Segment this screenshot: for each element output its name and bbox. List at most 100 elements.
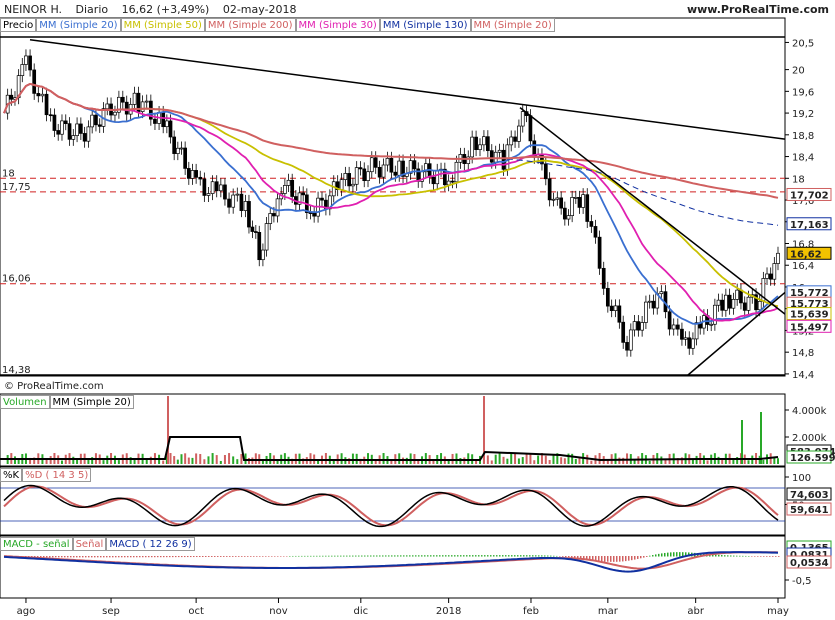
candle-up — [210, 181, 215, 194]
price-level-label: 14,38 — [2, 365, 31, 376]
macd-histogram-bar — [652, 555, 654, 557]
volume-bar — [13, 456, 16, 464]
volume-bar — [398, 453, 401, 464]
volume-bar — [184, 453, 187, 464]
candle-down — [680, 328, 684, 340]
x-axis-label: may — [767, 606, 789, 617]
x-axis-label: feb — [523, 606, 539, 617]
macd-line — [3, 551, 779, 573]
ascending-trendline — [687, 291, 786, 376]
macd-histogram-bar — [673, 552, 675, 557]
macd-histogram-bar — [331, 555, 333, 557]
volume-bar — [351, 453, 354, 464]
stochastic-y-tick-label: 100 — [792, 473, 811, 484]
macd-histogram-bar — [649, 555, 651, 557]
macd-histogram-bar — [646, 556, 648, 557]
candle-down — [474, 136, 478, 151]
macd-histogram-bar — [481, 555, 483, 557]
volume-bar — [521, 457, 524, 464]
candle-down — [124, 101, 129, 115]
macd-histogram-bar — [754, 556, 756, 557]
macd-histogram-bar — [727, 555, 729, 557]
macd-histogram-bar — [250, 556, 252, 557]
volume-bar — [548, 459, 551, 464]
macd-histogram-bar — [505, 555, 507, 557]
price-value-box — [786, 307, 832, 321]
macd-histogram-bar — [523, 555, 525, 557]
volume-bar — [747, 460, 750, 464]
candle-down — [194, 170, 198, 178]
candle-down — [593, 226, 598, 238]
candle-up — [566, 215, 571, 220]
candle-down — [687, 337, 692, 349]
macd-histogram-bar — [613, 556, 615, 562]
macd-histogram-bar — [340, 555, 342, 557]
volume-bar — [49, 456, 52, 464]
ma-200-line — [3, 82, 779, 199]
macd-histogram-bar — [349, 555, 351, 557]
volume-bar — [187, 457, 190, 464]
volume-bar — [203, 459, 206, 464]
macd-value-label: 0,0534 — [790, 558, 829, 569]
volume-bar — [459, 458, 462, 464]
macd-histogram-bar — [436, 555, 438, 557]
macd-histogram-bar — [601, 556, 603, 562]
candle-down — [501, 149, 506, 170]
candle-down — [727, 294, 732, 309]
volume-bar — [533, 460, 536, 464]
macd-histogram-bar — [112, 556, 114, 558]
macd-histogram-bar — [472, 555, 474, 557]
volume-bar — [626, 453, 629, 464]
date-label: 02-may-2018 — [222, 3, 297, 16]
macd-histogram-bar — [283, 556, 285, 557]
candle-up — [765, 273, 769, 279]
macd-histogram-bar — [409, 555, 411, 557]
macd-histogram-bar — [127, 556, 129, 558]
macd-histogram-bar — [172, 556, 174, 558]
candle-up — [90, 114, 95, 128]
candle-down — [67, 123, 72, 140]
candle-up — [724, 294, 728, 311]
volume-bar — [145, 458, 148, 464]
candle-up — [20, 64, 25, 76]
price-y-tick-label: 14,4 — [792, 370, 814, 381]
candle-down — [651, 300, 656, 309]
candle-up — [517, 125, 521, 142]
candle-down — [589, 221, 594, 227]
price-value-label: 15,639 — [790, 310, 829, 321]
macd-histogram-group — [4, 552, 780, 562]
macd-value-box — [786, 555, 832, 569]
macd-histogram-bar — [583, 556, 585, 559]
macd-histogram-bar — [76, 556, 78, 558]
macd-histogram-bar — [139, 556, 141, 558]
candle-down — [272, 213, 276, 217]
macd-histogram-bar — [511, 555, 513, 557]
candle-down — [153, 118, 157, 124]
macd-histogram-bar — [130, 556, 132, 558]
macd-histogram-bar — [541, 555, 543, 557]
macd-histogram-bar — [253, 556, 255, 557]
macd-histogram-bar — [271, 556, 273, 557]
candle-down — [82, 133, 87, 142]
volume-bar — [180, 454, 183, 464]
candle-down — [223, 184, 227, 200]
candle-up — [632, 321, 637, 331]
volume-spike-bar — [483, 396, 485, 464]
candle-down — [543, 163, 548, 180]
macd-histogram-bar — [259, 556, 261, 557]
candle-up — [275, 198, 280, 217]
macd-histogram-bar — [43, 556, 45, 558]
volume-spike-bar — [760, 412, 762, 464]
volume-bar — [409, 453, 412, 464]
macd-histogram-bar — [499, 555, 501, 557]
macd-histogram-bar — [268, 556, 270, 557]
volume-bar — [467, 453, 470, 464]
candle-up — [113, 111, 117, 116]
macd-histogram-bar — [664, 552, 666, 557]
macd-histogram-bar — [676, 552, 678, 557]
resistance-trendline — [29, 38, 786, 140]
volume-legend-item: MM (Simple 20) — [49, 395, 134, 409]
macd-histogram-bar — [310, 555, 312, 557]
volume-bar — [102, 460, 105, 464]
volume-bar — [537, 455, 540, 464]
